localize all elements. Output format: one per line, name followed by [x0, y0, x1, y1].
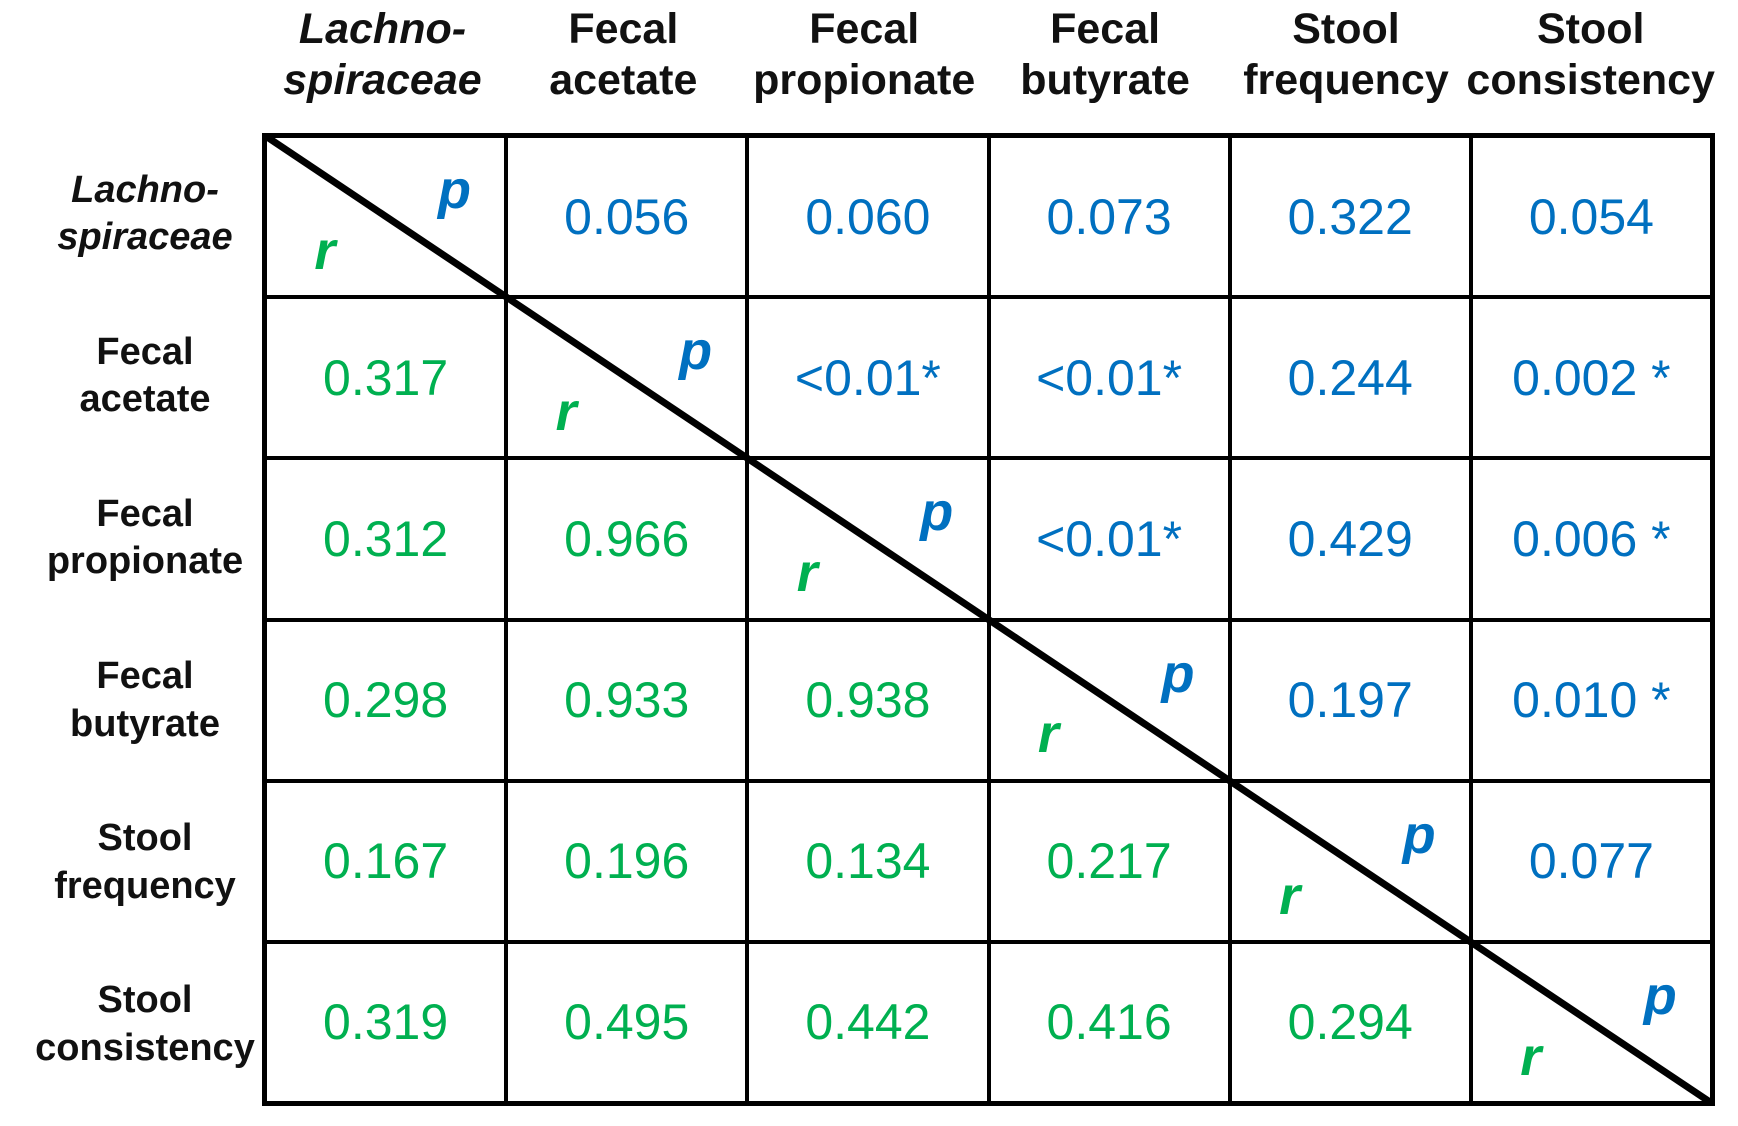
r-value-cell: 0.933 — [506, 619, 748, 781]
r-value-cell: 0.966 — [506, 458, 748, 620]
r-value-cell: 0.167 — [265, 780, 507, 942]
col-header-lachnospiraceae: Lachno- spiraceae — [262, 0, 503, 133]
col-header-line: consistency — [1466, 55, 1715, 104]
row-label-line: Fecal — [96, 492, 194, 535]
r-value-cell: 0.217 — [988, 780, 1230, 942]
p-legend-label: p — [1402, 804, 1436, 865]
p-value-cell: 0.077 — [1470, 780, 1712, 942]
diagonal-cell: p r — [1470, 941, 1712, 1103]
col-header-line: Fecal — [809, 5, 920, 53]
p-value-cell: 0.002 * — [1470, 297, 1712, 459]
column-headers: Lachno- spiraceae Fecal acetate Fecal pr… — [262, 0, 1715, 133]
col-header-line: Fecal — [568, 5, 679, 53]
row-label-line: Lachno- — [71, 168, 219, 211]
r-legend-label: r — [555, 382, 577, 443]
col-header-line: Fecal — [1050, 5, 1161, 53]
r-value-cell: 0.495 — [506, 941, 748, 1103]
r-legend-label: r — [796, 543, 818, 604]
row-label-line: butyrate — [70, 702, 220, 745]
row-label-stool-consistency: Stool consistency — [0, 944, 262, 1106]
row-label-line: Stool — [97, 979, 193, 1022]
col-header-line: Lachno- — [298, 5, 467, 53]
r-value-cell: 0.442 — [747, 941, 989, 1103]
col-header-line: spiraceae — [283, 55, 482, 104]
col-header-line: acetate — [549, 55, 698, 104]
col-header-line: Stool — [1536, 5, 1645, 53]
r-value-cell: 0.938 — [747, 619, 989, 781]
p-legend-label: p — [679, 321, 713, 382]
r-value-cell: 0.196 — [506, 780, 748, 942]
r-value-cell: 0.319 — [265, 941, 507, 1103]
diagonal-cell: p r — [988, 619, 1230, 781]
r-value-cell: 0.416 — [988, 941, 1230, 1103]
row-label-line: Stool — [97, 817, 193, 860]
p-legend-label: p — [1643, 965, 1677, 1026]
col-header-line: propionate — [753, 55, 976, 104]
col-header-stool-consistency: Stool consistency — [1466, 0, 1715, 133]
col-header-stool-frequency: Stool frequency — [1226, 0, 1467, 133]
row-label-line: Fecal — [96, 330, 194, 373]
col-header-line: frequency — [1243, 55, 1449, 104]
row-label-fecal-acetate: Fecal acetate — [0, 295, 262, 457]
p-value-cell: 0.006 * — [1470, 458, 1712, 620]
col-header-fecal-propionate: Fecal propionate — [744, 0, 985, 133]
p-value-cell: <0.01* — [747, 297, 989, 459]
row-label-stool-frequency: Stool frequency — [0, 782, 262, 944]
p-value-cell: 0.429 — [1229, 458, 1471, 620]
r-value-cell: 0.294 — [1229, 941, 1471, 1103]
correlation-matrix-grid: p r 0.056 0.060 0.073 0.322 0.054 0.317 … — [262, 133, 1715, 1106]
diagonal-cell: p r — [506, 297, 748, 459]
col-header-fecal-butyrate: Fecal butyrate — [985, 0, 1226, 133]
row-label-line: propionate — [46, 540, 244, 583]
row-label-line: spiraceae — [57, 216, 233, 259]
p-legend-label: p — [437, 160, 471, 221]
r-value-cell: 0.134 — [747, 780, 989, 942]
row-label-line: consistency — [35, 1026, 255, 1069]
p-legend-label: p — [1161, 643, 1195, 704]
p-value-cell: 0.197 — [1229, 619, 1471, 781]
r-legend-label: r — [314, 220, 336, 281]
col-header-fecal-acetate: Fecal acetate — [503, 0, 744, 133]
p-value-cell: <0.01* — [988, 458, 1230, 620]
p-value-cell: 0.056 — [506, 136, 748, 298]
row-label-lachnospiraceae: Lachno- spiraceae — [0, 133, 262, 295]
r-legend-label: r — [1279, 865, 1301, 926]
r-value-cell: 0.298 — [265, 619, 507, 781]
p-value-cell: 0.244 — [1229, 297, 1471, 459]
col-header-line: Stool — [1292, 5, 1400, 53]
p-legend-label: p — [920, 482, 954, 543]
r-value-cell: 0.317 — [265, 297, 507, 459]
p-value-cell: 0.322 — [1229, 136, 1471, 298]
diagonal-cell: p r — [747, 458, 989, 620]
row-labels: Lachno- spiraceae Fecal acetate Fecal pr… — [0, 133, 262, 1106]
row-label-line: frequency — [54, 864, 236, 907]
r-legend-label: r — [1520, 1026, 1542, 1087]
p-value-cell: 0.060 — [747, 136, 989, 298]
diagonal-cell: p r — [1229, 780, 1471, 942]
diagonal-cell: p r — [265, 136, 507, 298]
p-value-cell: 0.054 — [1470, 136, 1712, 298]
p-value-cell: <0.01* — [988, 297, 1230, 459]
p-value-cell: 0.010 * — [1470, 619, 1712, 781]
col-header-line: butyrate — [1020, 55, 1190, 104]
r-legend-label: r — [1037, 704, 1059, 765]
row-label-fecal-butyrate: Fecal butyrate — [0, 620, 262, 782]
row-label-fecal-propionate: Fecal propionate — [0, 457, 262, 619]
r-value-cell: 0.312 — [265, 458, 507, 620]
p-value-cell: 0.073 — [988, 136, 1230, 298]
row-label-line: Fecal — [96, 655, 194, 698]
row-label-line: acetate — [79, 378, 211, 421]
